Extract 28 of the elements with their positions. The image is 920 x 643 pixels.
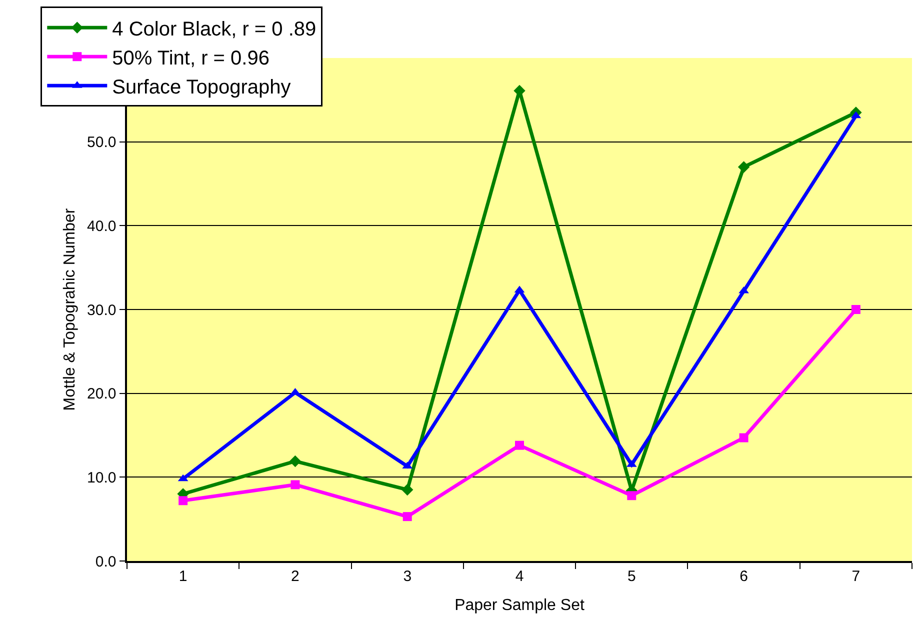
x-tick-label: 7 — [852, 568, 860, 585]
point — [290, 480, 300, 490]
y-tick-label: 10.0 — [87, 469, 116, 486]
point — [289, 455, 302, 468]
x-tick-label: 2 — [291, 568, 300, 585]
point — [515, 440, 524, 450]
point — [402, 484, 414, 496]
point — [178, 496, 188, 506]
x-tick-label: 6 — [740, 568, 748, 585]
point — [738, 161, 750, 173]
x-axis-title: Paper Sample Set — [454, 596, 585, 614]
legend-label: Surface Topography — [112, 76, 291, 98]
y-tick-label: 30.0 — [87, 302, 116, 319]
y-tick-label: 40.0 — [87, 218, 116, 235]
legend-label: 4 Color Black, r = 0 .89 — [112, 18, 316, 40]
x-tick-label: 3 — [403, 568, 412, 585]
x-tick-label: 1 — [178, 568, 188, 585]
point — [402, 512, 412, 522]
legend-label: 50% Tint, r = 0.96 — [112, 47, 270, 70]
y-tick-label: 0.0 — [95, 553, 116, 570]
y-tick-label: 50.0 — [87, 134, 116, 152]
x-tick-label: 4 — [515, 568, 524, 585]
point — [851, 305, 860, 314]
y-tick-label: 20.0 — [87, 386, 116, 403]
point — [627, 491, 636, 500]
y-axis-title: Mottle & Topograhic Number — [61, 208, 78, 411]
x-tick-label: 5 — [627, 568, 636, 585]
point — [739, 433, 748, 442]
